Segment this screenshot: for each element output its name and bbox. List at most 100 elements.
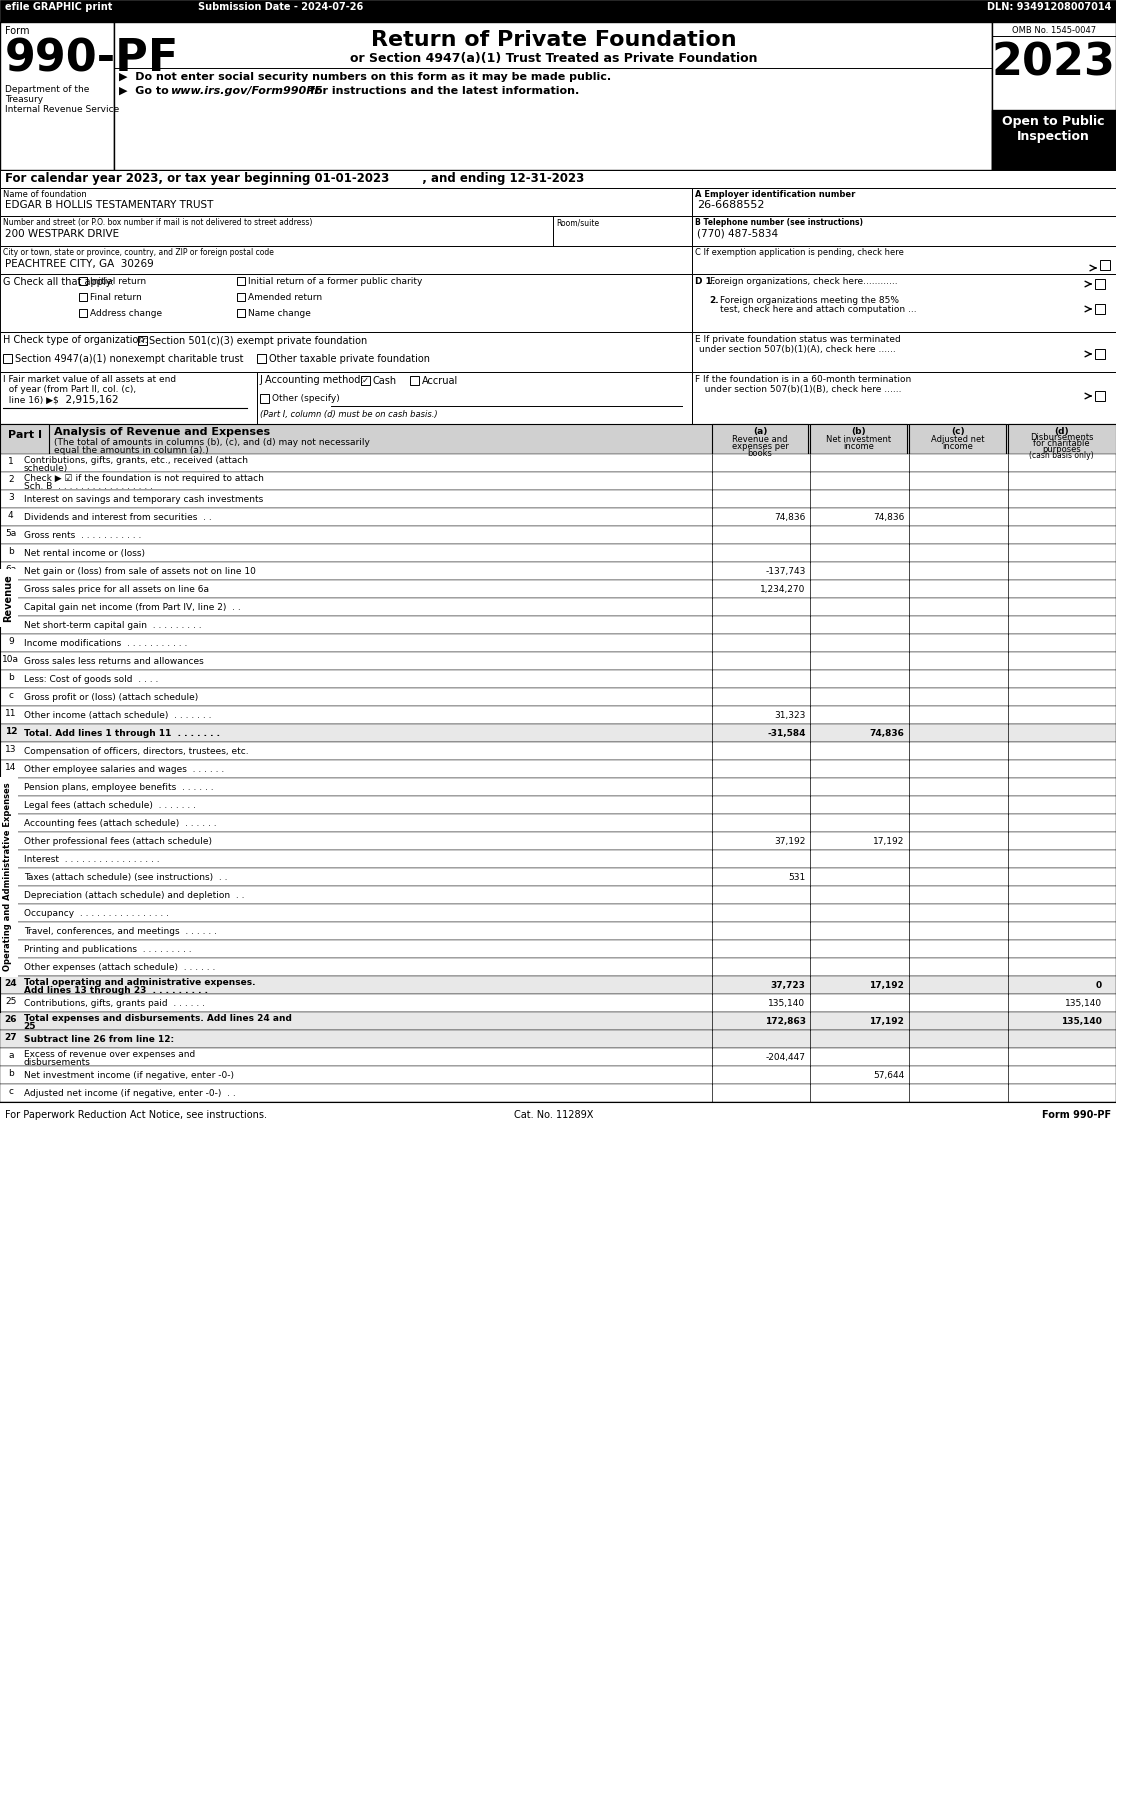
Bar — [0, 1030, 1115, 1048]
Bar — [0, 545, 1115, 563]
Text: C If exemption application is pending, check here: C If exemption application is pending, c… — [694, 248, 903, 257]
Text: purposes: purposes — [1042, 444, 1080, 455]
Text: Add lines 13 through 23  . . . . . . . . .: Add lines 13 through 23 . . . . . . . . … — [24, 985, 208, 994]
Text: Other (specify): Other (specify) — [272, 394, 340, 403]
Text: 27: 27 — [5, 1034, 17, 1043]
Text: 531: 531 — [788, 874, 805, 883]
Bar — [0, 246, 692, 273]
Text: under section 507(b)(1)(B), check here ......: under section 507(b)(1)(B), check here .… — [699, 385, 901, 394]
Text: A Employer identification number: A Employer identification number — [694, 191, 855, 200]
Text: income: income — [843, 442, 874, 451]
Text: 25: 25 — [6, 998, 17, 1007]
Text: -137,743: -137,743 — [765, 566, 805, 575]
Text: 990-PF: 990-PF — [5, 38, 180, 81]
Text: 37,192: 37,192 — [774, 838, 805, 847]
Bar — [0, 473, 1115, 491]
Text: 2,915,162: 2,915,162 — [60, 396, 119, 405]
Bar — [79, 293, 87, 300]
Bar — [0, 653, 1115, 671]
Bar — [0, 1012, 1115, 1030]
Text: line 16) ▶$: line 16) ▶$ — [3, 396, 59, 405]
Text: Total. Add lines 1 through 11  . . . . . . .: Total. Add lines 1 through 11 . . . . . … — [24, 728, 220, 737]
Bar — [260, 394, 269, 403]
Text: equal the amounts in column (a).): equal the amounts in column (a).) — [54, 446, 209, 455]
Text: Interest on savings and temporary cash investments: Interest on savings and temporary cash i… — [24, 494, 263, 503]
Bar — [3, 354, 12, 363]
Bar — [553, 216, 692, 246]
Bar — [257, 354, 265, 363]
Text: c: c — [8, 834, 14, 843]
Text: 18: 18 — [6, 870, 17, 879]
Bar — [0, 725, 1115, 743]
Bar — [0, 743, 1115, 761]
Bar — [692, 372, 1115, 424]
Text: H Check type of organization:: H Check type of organization: — [3, 334, 148, 345]
Text: Less: Cost of goods sold  . . . .: Less: Cost of goods sold . . . . — [24, 674, 158, 683]
Text: 17,192: 17,192 — [869, 982, 904, 991]
Text: Revenue and: Revenue and — [733, 435, 788, 444]
Text: (770) 487-5834: (770) 487-5834 — [697, 228, 778, 239]
Text: Foreign organizations, check here............: Foreign organizations, check here.......… — [710, 277, 898, 286]
Bar — [0, 886, 1115, 904]
Bar — [0, 617, 1115, 635]
Bar — [0, 904, 1115, 922]
Bar — [0, 581, 1115, 599]
Bar — [0, 424, 1115, 455]
Text: PEACHTREE CITY, GA  30269: PEACHTREE CITY, GA 30269 — [5, 259, 154, 270]
Text: 135,140: 135,140 — [769, 1000, 805, 1009]
Text: 17,192: 17,192 — [869, 1018, 904, 1027]
Text: (The total of amounts in columns (b), (c), and (d) may not necessarily: (The total of amounts in columns (b), (c… — [54, 439, 370, 448]
Text: B Telephone number (see instructions): B Telephone number (see instructions) — [694, 218, 863, 227]
Text: Room/suite: Room/suite — [557, 218, 599, 227]
Text: EDGAR B HOLLIS TESTAMENTARY TRUST: EDGAR B HOLLIS TESTAMENTARY TRUST — [5, 200, 213, 210]
Text: Form 990-PF: Form 990-PF — [1042, 1109, 1111, 1120]
Text: www.irs.gov/Form990PF: www.irs.gov/Form990PF — [170, 86, 322, 95]
Bar — [114, 22, 992, 171]
Bar — [0, 994, 1115, 1012]
Text: 9: 9 — [8, 636, 14, 645]
Bar — [0, 189, 692, 216]
Text: for charitable: for charitable — [1033, 439, 1089, 448]
Text: c: c — [8, 690, 14, 699]
Text: schedule): schedule) — [24, 464, 68, 473]
Bar — [139, 336, 147, 345]
Bar — [0, 689, 1115, 707]
Bar — [692, 273, 1115, 333]
Text: Compensation of officers, directors, trustees, etc.: Compensation of officers, directors, tru… — [24, 746, 248, 755]
Text: Interest  . . . . . . . . . . . . . . . . .: Interest . . . . . . . . . . . . . . . .… — [24, 856, 159, 865]
Text: 3: 3 — [8, 493, 14, 502]
Text: Name of foundation: Name of foundation — [3, 191, 87, 200]
Bar — [0, 976, 1115, 994]
Text: Capital gain net income (from Part IV, line 2)  . .: Capital gain net income (from Part IV, l… — [24, 602, 240, 611]
Text: Accounting fees (attach schedule)  . . . . . .: Accounting fees (attach schedule) . . . … — [24, 820, 217, 829]
Text: Contributions, gifts, grants, etc., received (attach: Contributions, gifts, grants, etc., rece… — [24, 457, 247, 466]
Bar — [0, 216, 553, 246]
Text: 10a: 10a — [2, 654, 19, 663]
Text: Cat. No. 11289X: Cat. No. 11289X — [514, 1109, 593, 1120]
Bar — [0, 491, 1115, 509]
Text: For calendar year 2023, or tax year beginning 01-01-2023        , and ending 12-: For calendar year 2023, or tax year begi… — [5, 173, 584, 185]
Bar — [0, 333, 692, 372]
Text: -31,584: -31,584 — [767, 728, 805, 737]
Text: Subtract line 26 from line 12:: Subtract line 26 from line 12: — [24, 1036, 174, 1045]
Text: Legal fees (attach schedule)  . . . . . . .: Legal fees (attach schedule) . . . . . .… — [24, 800, 195, 811]
Text: For Paperwork Reduction Act Notice, see instructions.: For Paperwork Reduction Act Notice, see … — [5, 1109, 266, 1120]
Text: c: c — [8, 1088, 14, 1097]
Bar — [0, 455, 1115, 473]
Text: 37,723: 37,723 — [771, 982, 805, 991]
Text: Return of Private Foundation: Return of Private Foundation — [370, 31, 736, 50]
Text: 12: 12 — [5, 726, 17, 735]
Bar — [0, 171, 1115, 189]
Text: expenses per: expenses per — [732, 442, 788, 451]
Bar — [992, 22, 1115, 171]
Text: Revenue: Revenue — [3, 574, 12, 622]
Text: 200 WESTPARK DRIVE: 200 WESTPARK DRIVE — [5, 228, 119, 239]
Text: Treasury: Treasury — [5, 95, 43, 104]
Text: 15: 15 — [6, 780, 17, 789]
Text: or Section 4947(a)(1) Trust Treated as Private Foundation: or Section 4947(a)(1) Trust Treated as P… — [350, 52, 758, 65]
Bar — [0, 958, 1115, 976]
Text: Section 501(c)(3) exempt private foundation: Section 501(c)(3) exempt private foundat… — [149, 336, 368, 345]
Bar — [1095, 279, 1105, 289]
Text: 135,140: 135,140 — [1061, 1018, 1102, 1027]
Text: disbursements: disbursements — [24, 1057, 90, 1066]
